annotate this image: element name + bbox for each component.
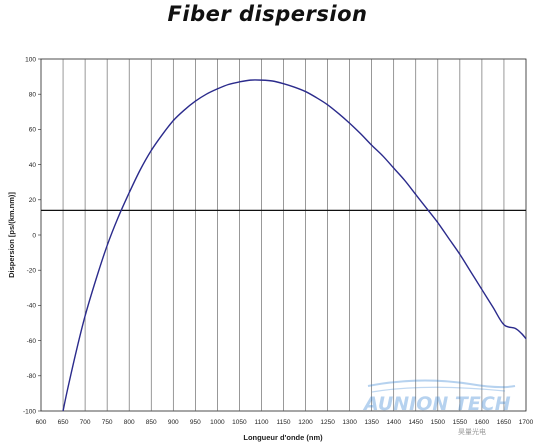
x-axis-label: Longueur d'onde (nm) bbox=[243, 433, 323, 442]
x-tick-label: 1450 bbox=[409, 419, 424, 426]
y-tick-label: 40 bbox=[29, 162, 37, 169]
x-tick-label: 750 bbox=[102, 419, 113, 426]
y-tick-label: -100 bbox=[23, 408, 36, 415]
y-tick-label: -20 bbox=[27, 268, 37, 275]
x-tick-label: 600 bbox=[36, 419, 47, 426]
grid-lines bbox=[62, 59, 505, 411]
y-tick-label: -60 bbox=[27, 338, 37, 345]
y-tick-label: 60 bbox=[29, 127, 37, 134]
y-tick-label: 100 bbox=[25, 56, 36, 63]
dispersion-curve bbox=[62, 79, 527, 412]
x-tick-label: 650 bbox=[58, 419, 69, 426]
x-tick-label: 1400 bbox=[386, 419, 401, 426]
x-tick-label: 950 bbox=[190, 419, 201, 426]
y-tick-label: 80 bbox=[29, 92, 37, 99]
x-tick-label: 1000 bbox=[210, 419, 225, 426]
y-tick-labels: -100 -80 -60 -40 -20 0 20 40 60 80 100 bbox=[23, 56, 41, 415]
x-tick-label: 1100 bbox=[254, 419, 268, 426]
x-tick-label: 850 bbox=[146, 419, 157, 426]
watermark-swoosh bbox=[367, 379, 516, 389]
y-tick-label: -40 bbox=[27, 303, 37, 310]
x-tick-label: 1150 bbox=[277, 419, 291, 426]
chart-title: Fiber dispersion bbox=[167, 2, 368, 26]
watermark-sub-cn: 昊量光电 bbox=[458, 427, 486, 436]
x-tick-label: 1250 bbox=[320, 419, 335, 426]
y-tick-label: 20 bbox=[29, 197, 37, 204]
x-tick-label: 1050 bbox=[232, 419, 247, 426]
y-tick-label: 0 bbox=[32, 232, 36, 239]
x-tick-label: 1200 bbox=[298, 419, 313, 426]
x-tick-label: 1650 bbox=[497, 419, 512, 426]
x-tick-label: 1700 bbox=[519, 419, 534, 426]
watermark-logo: AUNION TECH 昊量光电 bbox=[362, 379, 516, 436]
x-tick-label: 1550 bbox=[453, 419, 468, 426]
x-tick-label: 800 bbox=[124, 419, 135, 426]
x-tick-label: 1300 bbox=[342, 419, 357, 426]
x-tick-label: 700 bbox=[80, 419, 91, 426]
x-tick-label: 1600 bbox=[475, 419, 490, 426]
y-axis-label: Dispersion [ps/(km.nm)] bbox=[7, 192, 16, 278]
watermark-brand: AUNION TECH bbox=[362, 393, 511, 415]
watermark-swoosh-lower bbox=[371, 386, 506, 393]
x-tick-labels: 600 650 700 750 800 850 900 950 1000 1050 1100 1150… bbox=[36, 419, 534, 426]
x-tick-label: 1500 bbox=[431, 419, 446, 426]
x-tick-label: 900 bbox=[168, 419, 179, 426]
y-tick-label: -80 bbox=[27, 373, 37, 380]
x-tick-label: 1350 bbox=[364, 419, 379, 426]
